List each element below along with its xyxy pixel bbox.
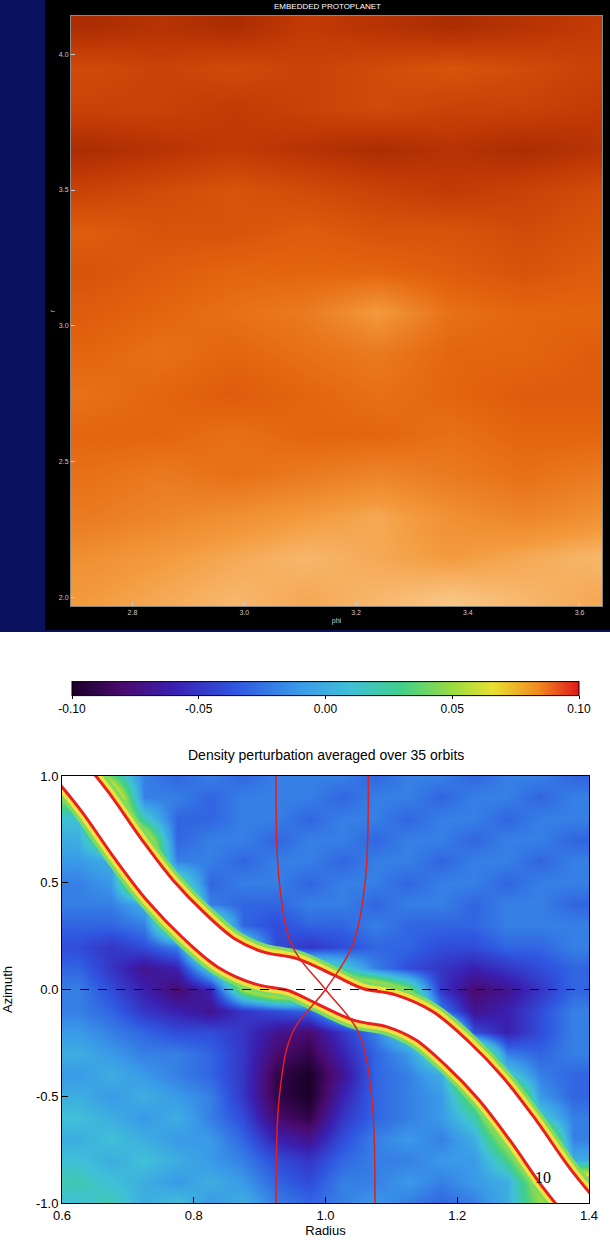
- svg-text:Azimuth: Azimuth: [0, 966, 15, 1013]
- svg-text:3.4: 3.4: [463, 609, 473, 616]
- svg-text:phi: phi: [332, 617, 342, 625]
- svg-text:2.0: 2.0: [59, 594, 69, 601]
- svg-text:EMBEDDED PROTOPLANET: EMBEDDED PROTOPLANET: [274, 2, 381, 11]
- svg-text:3.2: 3.2: [351, 609, 361, 616]
- svg-text:r: r: [49, 309, 56, 312]
- svg-text:3.5: 3.5: [59, 186, 69, 193]
- svg-text:0.0: 0.0: [40, 982, 58, 997]
- svg-text:10: 10: [535, 1169, 551, 1186]
- svg-text:1.0: 1.0: [40, 769, 58, 784]
- svg-text:-1.0: -1.0: [36, 1196, 58, 1211]
- svg-text:0.8: 0.8: [185, 1208, 203, 1223]
- svg-text:1.4: 1.4: [580, 1208, 598, 1223]
- svg-text:0.05: 0.05: [441, 702, 465, 716]
- svg-text:0.6: 0.6: [53, 1208, 71, 1223]
- svg-text:2.5: 2.5: [59, 458, 69, 465]
- svg-text:3.0: 3.0: [59, 322, 69, 329]
- svg-text:2.8: 2.8: [128, 609, 138, 616]
- svg-text:1.0: 1.0: [316, 1208, 334, 1223]
- svg-text:0.10: 0.10: [567, 702, 591, 716]
- svg-text:3.0: 3.0: [239, 609, 249, 616]
- svg-text:1.2: 1.2: [448, 1208, 466, 1223]
- svg-text:-0.05: -0.05: [185, 702, 213, 716]
- svg-text:3.6: 3.6: [575, 609, 585, 616]
- svg-text:-0.10: -0.10: [58, 702, 86, 716]
- svg-text:Radius: Radius: [305, 1223, 346, 1238]
- svg-text:0.00: 0.00: [314, 702, 338, 716]
- svg-text:4.0: 4.0: [59, 51, 69, 58]
- svg-text:Density perturbation averaged: Density perturbation averaged over 35 or…: [188, 747, 464, 763]
- svg-text:0.5: 0.5: [40, 875, 58, 890]
- svg-text:-0.5: -0.5: [36, 1089, 58, 1104]
